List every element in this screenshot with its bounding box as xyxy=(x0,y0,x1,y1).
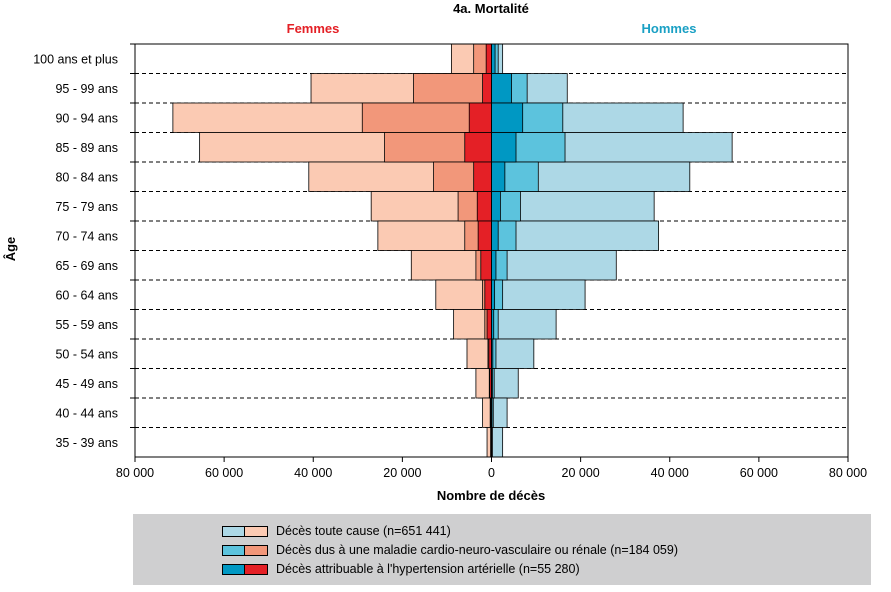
bar-hommes-hta xyxy=(491,102,524,133)
bar-femmes-hta xyxy=(476,191,492,222)
bar-hommes-total xyxy=(491,309,557,340)
y-tick-label: 35 - 39 ans xyxy=(55,436,118,450)
bar-hommes-total xyxy=(491,368,519,399)
bar-femmes-hta xyxy=(484,279,492,310)
bar-hommes-hta xyxy=(491,250,497,281)
bar-femmes-hta xyxy=(485,43,492,74)
y-tick-label: 50 - 54 ans xyxy=(55,347,118,361)
bar-femmes-hta xyxy=(480,250,492,281)
y-tick-label: 80 - 84 ans xyxy=(55,170,118,184)
bar-femmes-hta xyxy=(477,220,492,251)
legend-label-total: Décès toute cause (n=651 441) xyxy=(276,524,451,538)
y-axis-label: Âge xyxy=(3,237,18,262)
legend-swatch-men-hta xyxy=(222,563,245,575)
chart-title: 4a. Mortalité xyxy=(453,1,529,16)
y-tick-label: 100 ans et plus xyxy=(33,52,118,66)
bar-femmes-hta xyxy=(468,102,492,133)
legend-swatch-women-cnv xyxy=(245,544,268,556)
legend-item-hta: Décès attribuable à l'hypertension artér… xyxy=(222,560,580,578)
y-tick-label: 85 - 89 ans xyxy=(55,141,118,155)
hommes-label: Hommes xyxy=(642,21,697,36)
legend-swatch-men-total xyxy=(222,525,245,537)
bar-femmes-hta xyxy=(473,161,492,192)
bar-femmes-cnv xyxy=(413,73,492,104)
bar-hommes-hta xyxy=(491,161,506,192)
femmes-label: Femmes xyxy=(287,21,340,36)
y-tick-label: 40 - 44 ans xyxy=(55,406,118,420)
legend-item-total: Décès toute cause (n=651 441) xyxy=(222,522,451,540)
bar-hommes-hta xyxy=(491,43,496,74)
x-tick-label: 0 xyxy=(488,466,495,480)
y-tick-label: 55 - 59 ans xyxy=(55,318,118,332)
legend-swatch-men-cnv xyxy=(222,544,245,556)
bar-femmes-hta xyxy=(464,132,492,163)
legend-swatch-women-total xyxy=(245,525,268,537)
bar-hommes-hta xyxy=(491,73,512,104)
legend-swatch-women-hta xyxy=(245,563,268,575)
x-tick-label: 60 000 xyxy=(740,466,778,480)
bar-femmes-hta xyxy=(482,73,492,104)
bar-hommes-hta xyxy=(491,220,499,251)
x-tick-label: 60 000 xyxy=(205,466,243,480)
y-tick-label: 65 - 69 ans xyxy=(55,259,118,273)
bar-hommes-total xyxy=(491,338,535,369)
bar-hommes-total xyxy=(491,250,617,281)
y-tick-label: 90 - 94 ans xyxy=(55,111,118,125)
x-tick-label: 40 000 xyxy=(651,466,689,480)
bar-hommes-hta xyxy=(491,132,517,163)
x-tick-label: 80 000 xyxy=(829,466,867,480)
bar-hommes-total xyxy=(491,220,660,251)
x-tick-label: 20 000 xyxy=(383,466,421,480)
legend-item-cnv: Décès dus à une maladie cardio-neuro-vas… xyxy=(222,541,678,559)
bar-hommes-total xyxy=(491,397,508,428)
y-tick-label: 60 - 64 ans xyxy=(55,288,118,302)
bar-hommes-total xyxy=(491,279,586,310)
y-tick-label: 75 - 79 ans xyxy=(55,200,118,214)
bar-femmes-hta xyxy=(486,309,492,340)
x-tick-label: 40 000 xyxy=(294,466,332,480)
y-tick-label: 45 - 49 ans xyxy=(55,377,118,391)
bar-hommes-total xyxy=(491,427,504,458)
y-tick-label: 95 - 99 ans xyxy=(55,82,118,96)
x-tick-label: 20 000 xyxy=(562,466,600,480)
legend: Décès toute cause (n=651 441) Décès dus … xyxy=(133,514,871,585)
legend-label-cnv: Décès dus à une maladie cardio-neuro-vas… xyxy=(276,543,678,557)
y-tick-label: 70 - 74 ans xyxy=(55,229,118,243)
x-axis-label: Nombre de décès xyxy=(437,488,545,503)
bar-hommes-hta xyxy=(491,191,501,222)
legend-label-hta: Décès attribuable à l'hypertension artér… xyxy=(276,562,580,576)
x-tick-label: 80 000 xyxy=(116,466,154,480)
